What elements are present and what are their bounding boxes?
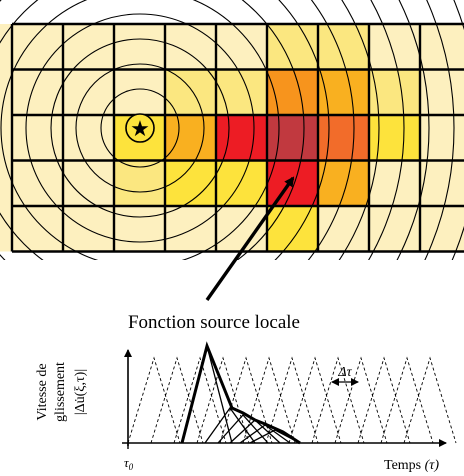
fault-cell	[369, 115, 420, 161]
fault-cell	[165, 206, 216, 252]
fault-cell	[420, 115, 464, 161]
fault-cell	[318, 115, 369, 161]
fault-cell	[114, 160, 165, 206]
fault-cell	[63, 69, 114, 115]
fault-cell	[114, 69, 165, 115]
rupture-front-circle	[75, 63, 205, 193]
y-axis-label-line3: |Δu̇(ξ,τ)|	[73, 369, 88, 415]
hypocenter-marker	[125, 113, 155, 143]
rupture-front-circle	[307, 0, 355, 260]
rupture-front-circle	[0, 0, 330, 260]
fault-cell	[267, 115, 318, 161]
subfault-triangle	[173, 356, 227, 444]
rupture-front-circle	[338, 0, 380, 260]
tau0-label: τ0	[124, 455, 134, 472]
subfault-triangle	[403, 356, 457, 444]
fault-cell	[216, 160, 267, 206]
rupture-front-circle	[0, 0, 305, 260]
fault-cell	[63, 24, 114, 70]
fault-cell	[267, 206, 318, 252]
fault-cell	[318, 206, 369, 252]
rupture-front-circle	[100, 88, 180, 168]
fault-grid-lines	[10, 22, 464, 253]
subfault-triangle	[219, 356, 273, 444]
rupture-front-circle	[25, 13, 255, 243]
fault-cell	[267, 160, 318, 206]
subfault-triangle	[311, 356, 365, 444]
time-axis-label: Temps (τ)	[384, 458, 439, 473]
fault-cell	[369, 69, 420, 115]
subfault-triangle	[196, 356, 250, 444]
y-axis-label-line1: Vitesse de	[35, 363, 50, 420]
rupture-front-circle	[0, 0, 280, 260]
rupture-front-circle	[50, 38, 230, 218]
subfault-triangle	[380, 356, 434, 444]
source-time-function-plot: τ0 Δτ Temps (τ) Vitesse de glissement |Δ…	[35, 341, 457, 473]
fault-cell	[165, 115, 216, 161]
fault-cell	[12, 24, 63, 70]
rupture-front-circle	[424, 0, 455, 260]
subfault-triangle	[265, 356, 319, 444]
fault-cell	[63, 160, 114, 206]
fault-cell	[63, 206, 114, 252]
fault-cell	[165, 24, 216, 70]
source-pointer-arrow	[205, 176, 295, 301]
fault-cell	[318, 160, 369, 206]
fault-cell	[165, 69, 216, 115]
fault-cell	[267, 69, 318, 115]
subfault-triangle	[150, 356, 204, 444]
contributing-triangle	[204, 406, 256, 444]
slip-rate-envelope-curve	[180, 341, 301, 445]
subfault-triangles	[127, 356, 457, 444]
delta-tau-label: Δτ	[337, 365, 352, 380]
fault-cell	[216, 206, 267, 252]
hypocenter-star-icon: ★	[130, 116, 150, 141]
fault-cell	[114, 206, 165, 252]
subfault-triangle	[288, 356, 342, 444]
fault-cell	[12, 206, 63, 252]
source-function-label: Fonction source locale	[128, 312, 300, 333]
subfault-triangle	[127, 356, 181, 444]
subfault-triangle	[357, 356, 411, 444]
fault-cell	[369, 24, 420, 70]
rupture-front-circle	[396, 0, 430, 260]
fault-cell	[216, 115, 267, 161]
slip-rate-envelope	[180, 341, 301, 445]
rupture-front-circle	[367, 0, 405, 260]
subfault-triangle	[242, 356, 296, 444]
contributing-triangle	[181, 345, 233, 444]
fault-cell	[12, 160, 63, 206]
fault-cell	[267, 24, 318, 70]
contributing-triangle	[217, 414, 269, 444]
y-axis-label-line2: glissement	[53, 362, 68, 422]
fault-cell	[420, 160, 464, 206]
fault-cell	[216, 24, 267, 70]
fault-cell	[420, 24, 464, 70]
subfault-triangle	[334, 356, 388, 444]
fault-cell	[114, 24, 165, 70]
fault-cell	[318, 69, 369, 115]
fault-cell	[63, 115, 114, 161]
fault-cell	[12, 69, 63, 115]
